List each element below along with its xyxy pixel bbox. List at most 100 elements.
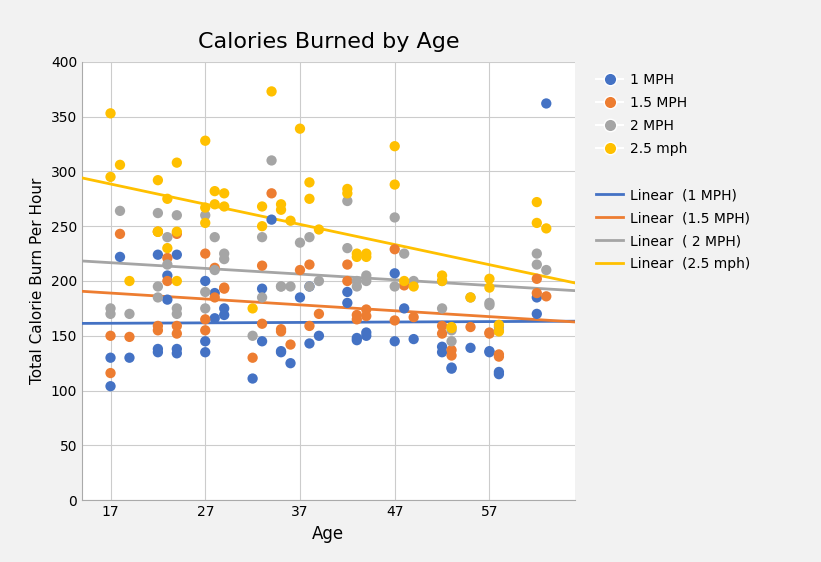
Point <box>530 260 544 269</box>
Point <box>303 282 316 291</box>
Point <box>360 271 373 280</box>
Point <box>341 244 354 253</box>
Title: Calories Burned by Age: Calories Burned by Age <box>198 32 459 52</box>
Point <box>209 293 222 302</box>
Point <box>539 292 553 301</box>
Point <box>445 324 458 333</box>
Point <box>209 266 222 275</box>
Point <box>293 238 306 247</box>
Point <box>435 277 448 285</box>
Point <box>388 269 401 278</box>
Y-axis label: Total Calorie Burn Per Hour: Total Calorie Burn Per Hour <box>30 178 45 384</box>
Point <box>435 329 448 338</box>
Point <box>265 87 278 96</box>
Point <box>407 312 420 321</box>
Point <box>255 221 268 230</box>
Point <box>199 203 212 212</box>
Point <box>530 293 544 302</box>
Point <box>483 301 496 310</box>
Point <box>170 158 183 167</box>
Point <box>530 219 544 228</box>
Point <box>104 369 117 378</box>
Point <box>303 339 316 348</box>
Legend: 1 MPH, 1.5 MPH, 2 MPH, 2.5 mph, , Linear  (1 MPH), Linear  (1.5 MPH), Linear  ( : 1 MPH, 1.5 MPH, 2 MPH, 2.5 mph, , Linear… <box>591 69 754 275</box>
Point <box>493 320 506 329</box>
Point <box>209 200 222 209</box>
Point <box>445 364 458 373</box>
Point <box>170 250 183 259</box>
Point <box>445 363 458 372</box>
Point <box>493 352 506 361</box>
Point <box>199 249 212 258</box>
Point <box>255 337 268 346</box>
Point <box>218 202 231 211</box>
Point <box>113 229 126 238</box>
Point <box>123 353 136 362</box>
Point <box>113 252 126 261</box>
Point <box>151 326 164 335</box>
Point <box>255 293 268 302</box>
Point <box>161 277 174 285</box>
Point <box>199 287 212 296</box>
Point <box>445 346 458 355</box>
Point <box>104 173 117 182</box>
Point <box>161 194 174 203</box>
Point <box>293 266 306 275</box>
Point <box>530 198 544 207</box>
Point <box>360 331 373 340</box>
Point <box>341 184 354 193</box>
Point <box>161 295 174 304</box>
Point <box>284 216 297 225</box>
Point <box>246 331 259 340</box>
Point <box>397 281 410 290</box>
Point <box>351 249 364 258</box>
Point <box>483 328 496 337</box>
Point <box>209 288 222 297</box>
Point <box>341 197 354 206</box>
Point <box>312 277 325 285</box>
Point <box>104 382 117 391</box>
Point <box>151 250 164 259</box>
Point <box>199 326 212 335</box>
Point <box>360 311 373 320</box>
Point <box>464 293 477 302</box>
Point <box>539 99 553 108</box>
Point <box>539 224 553 233</box>
Point <box>170 321 183 330</box>
Point <box>360 277 373 285</box>
Point <box>151 282 164 291</box>
Point <box>303 260 316 269</box>
Point <box>388 180 401 189</box>
Point <box>388 142 401 151</box>
Point <box>218 189 231 198</box>
Point <box>464 323 477 332</box>
Point <box>407 277 420 285</box>
Point <box>493 323 506 332</box>
Point <box>209 264 222 273</box>
Point <box>341 277 354 285</box>
Point <box>493 368 506 377</box>
Point <box>293 293 306 302</box>
Point <box>209 314 222 323</box>
Point <box>255 319 268 328</box>
Point <box>483 298 496 307</box>
Point <box>303 321 316 330</box>
Point <box>104 309 117 318</box>
Point <box>255 284 268 293</box>
Point <box>170 227 183 236</box>
Point <box>170 309 183 318</box>
Point <box>170 304 183 313</box>
Point <box>397 249 410 258</box>
Point <box>407 334 420 343</box>
Point <box>123 332 136 341</box>
Point <box>170 345 183 353</box>
Point <box>360 252 373 261</box>
Point <box>445 326 458 335</box>
Point <box>274 205 287 214</box>
Point <box>351 252 364 261</box>
Point <box>113 160 126 169</box>
Point <box>274 348 287 357</box>
Point <box>312 225 325 234</box>
Point <box>303 194 316 203</box>
Point <box>284 282 297 291</box>
